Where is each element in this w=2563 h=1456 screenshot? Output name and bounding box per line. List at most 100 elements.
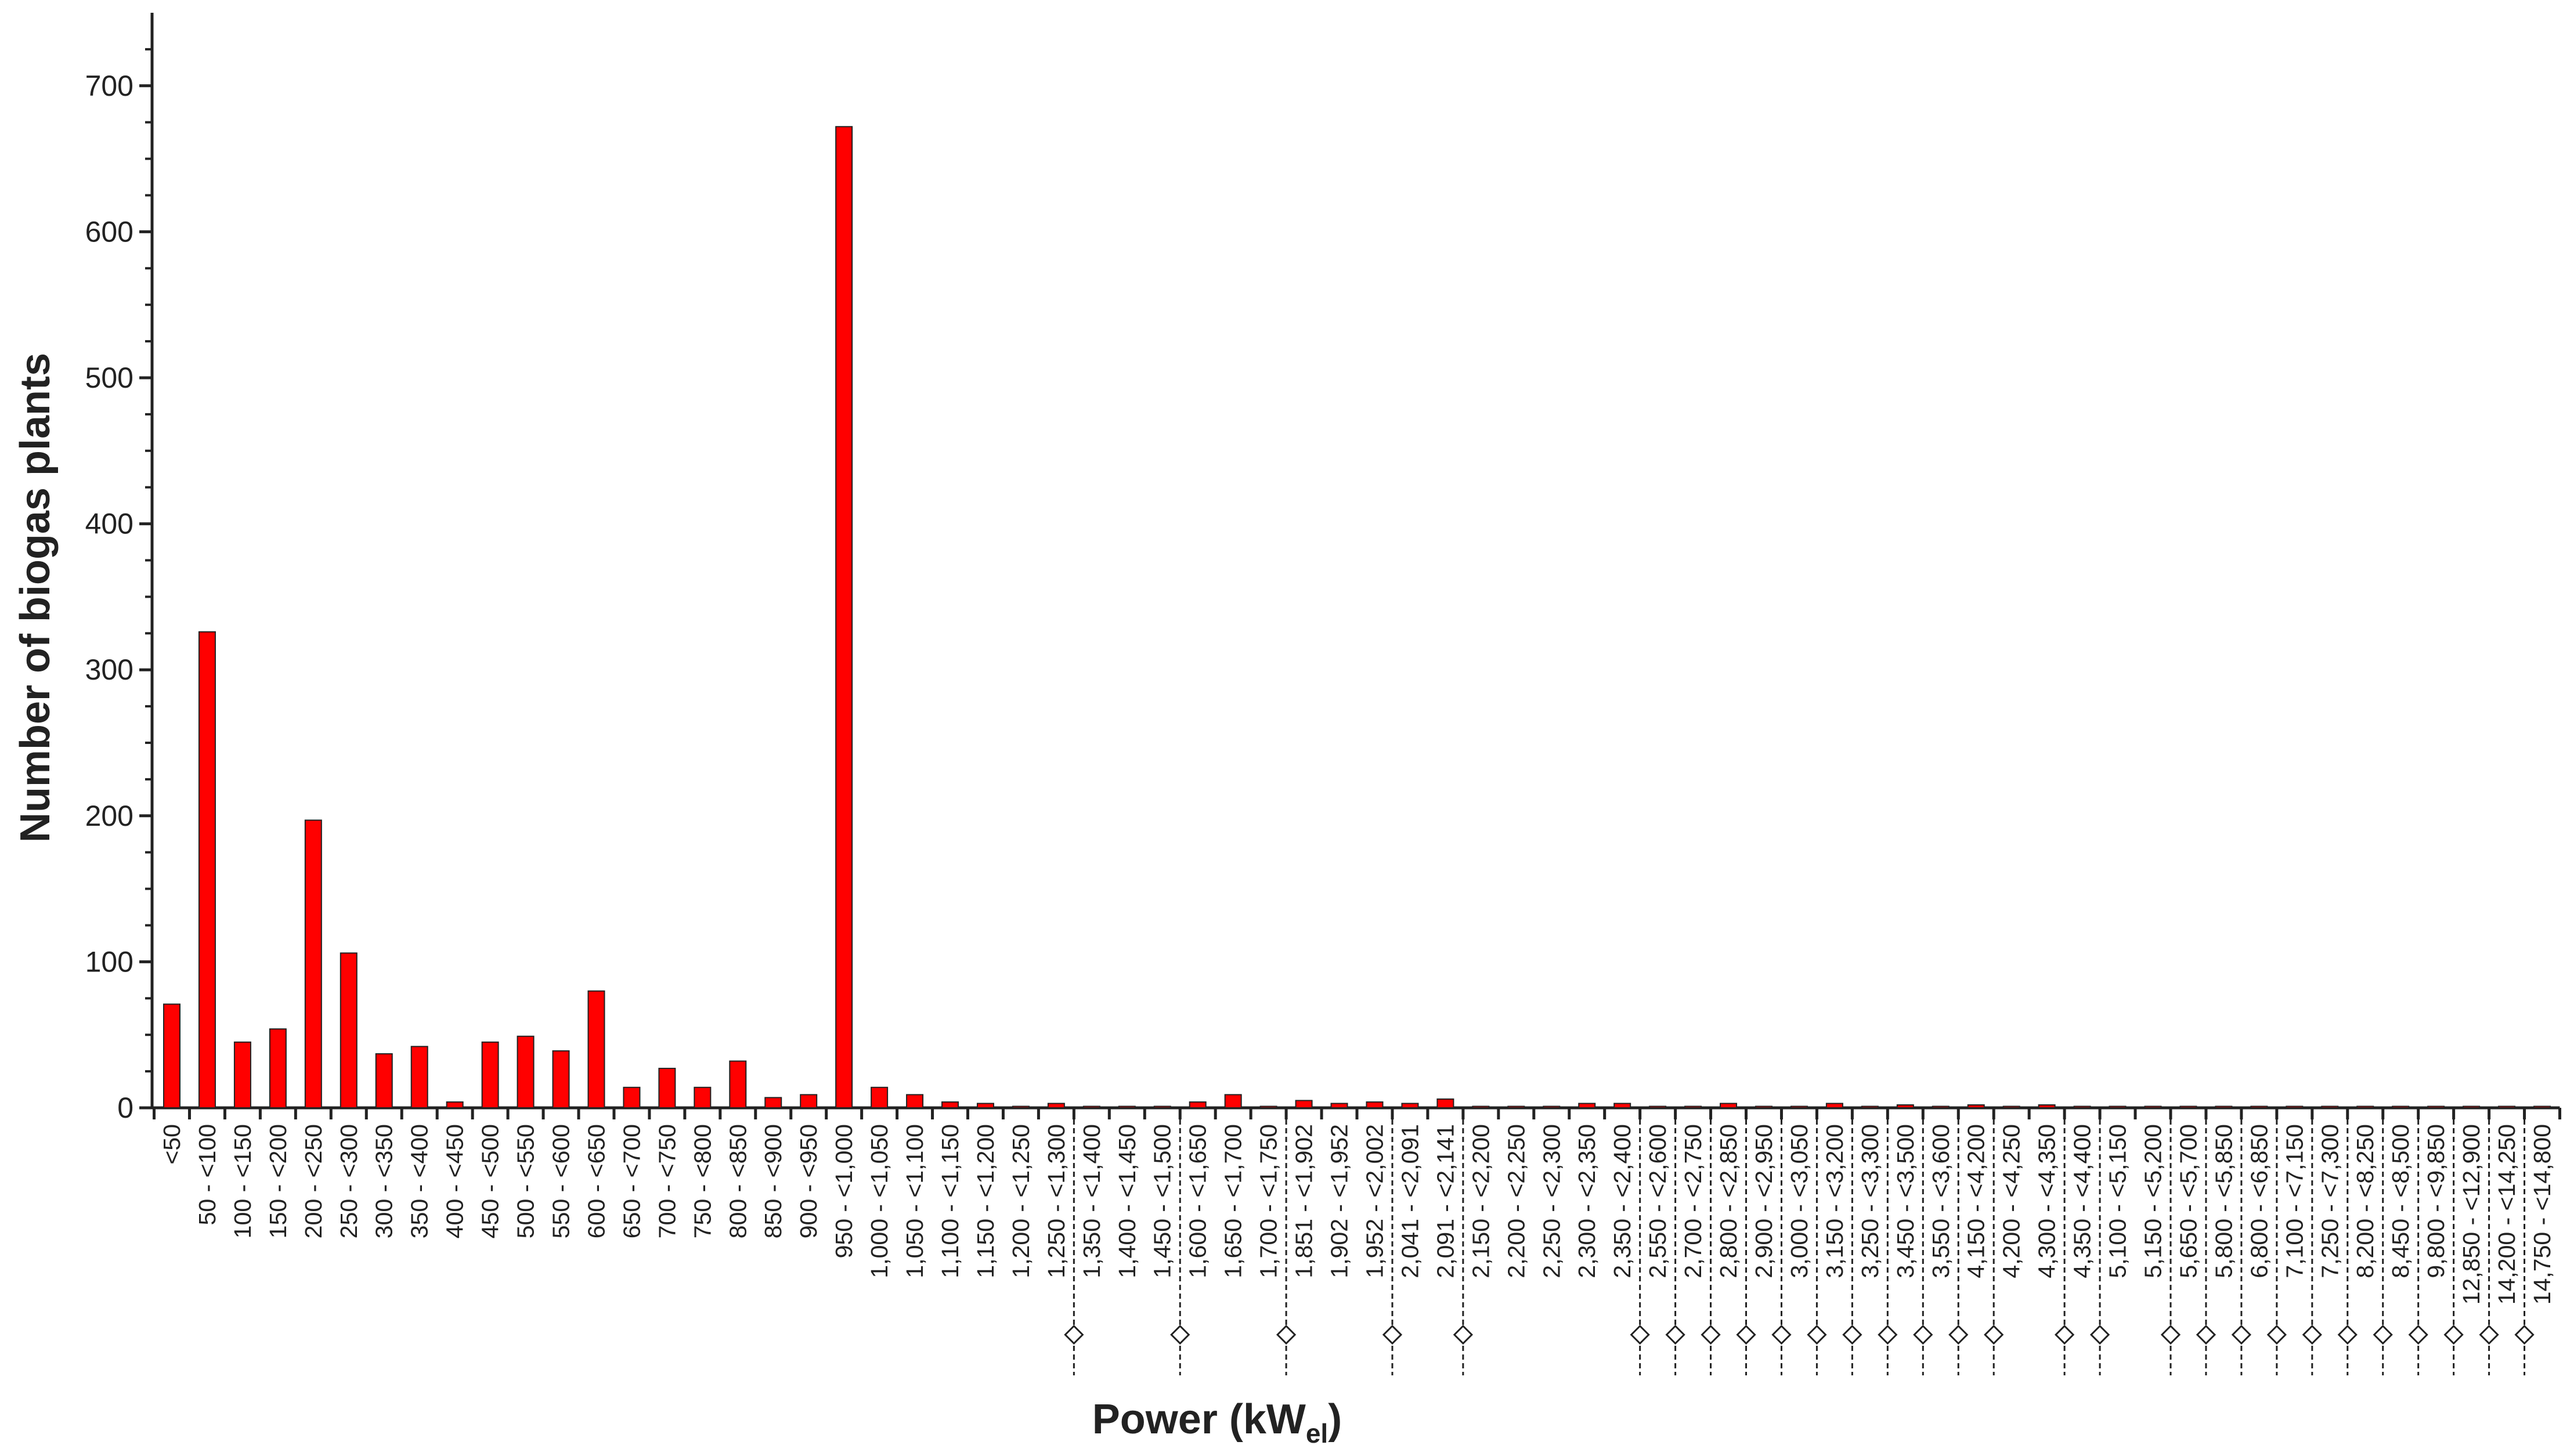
bar (941, 1101, 959, 1109)
axis-break-marker (2443, 1324, 2464, 1345)
bar (2144, 1105, 2162, 1109)
axis-break-marker (2196, 1324, 2217, 1345)
bar (1932, 1105, 1950, 1109)
axis-break-marker (2479, 1324, 2499, 1345)
y-tick-label: 0 (117, 1092, 133, 1124)
x-tick-label: 3,150 - <3,200 (1821, 1124, 1848, 1278)
x-tick-label: 2,150 - <2,200 (1467, 1124, 1494, 1278)
bar (2533, 1105, 2551, 1109)
y-tick-label: 500 (85, 362, 133, 394)
x-tick-label: 1,851 - <1,902 (1291, 1124, 1317, 1278)
axis-break-marker (2160, 1324, 2181, 1345)
x-tick-label: 1,600 - <1,650 (1185, 1124, 1211, 1278)
x-tick-label: 1,350 - <1,400 (1078, 1124, 1105, 1278)
x-tick-label: 5,150 - <5,200 (2139, 1124, 2166, 1278)
axis-break-marker (1276, 1324, 1297, 1345)
bar (835, 126, 853, 1108)
bar (410, 1046, 428, 1108)
axis-break-marker (1064, 1324, 1084, 1345)
x-axis-title-subscript: el (1306, 1418, 1328, 1448)
axis-break-marker (2054, 1324, 2075, 1345)
x-axis-title-end: ) (1328, 1396, 1342, 1443)
x-tick-label: 1,150 - <1,200 (972, 1124, 999, 1278)
x-tick-label: 750 - <800 (689, 1124, 716, 1238)
x-tick-label: 2,091 - <2,141 (1432, 1124, 1459, 1278)
bar (2073, 1105, 2091, 1109)
bar (1507, 1105, 1525, 1109)
y-axis: 0 100 200 300 400 500 600 700 (85, 13, 154, 1124)
x-tick-label: 700 - <750 (654, 1124, 680, 1238)
x-axis (152, 1106, 2561, 1119)
x-tick-label: 12,850 - <12,900 (2458, 1124, 2485, 1305)
y-tick-label: 600 (85, 215, 133, 248)
bar (1720, 1103, 1738, 1109)
x-tick-label: <50 (158, 1124, 185, 1165)
x-tick-label: 3,450 - <3,500 (1892, 1124, 1919, 1278)
bar (2109, 1105, 2127, 1109)
bar (269, 1028, 287, 1108)
x-tick-label: 2,900 - <2,950 (1750, 1124, 1777, 1278)
bar (729, 1060, 747, 1109)
x-tick-label: 3,550 - <3,600 (1927, 1124, 1954, 1278)
bar (764, 1097, 782, 1108)
axis-break-marker (1807, 1324, 1827, 1345)
x-tick-label: 7,250 - <7,300 (2316, 1124, 2343, 1278)
x-tick-label: 1,902 - <1,952 (1326, 1124, 1353, 1278)
axis-break-marker (1878, 1324, 1898, 1345)
x-tick-label: 200 - <250 (300, 1124, 327, 1238)
bar (1649, 1105, 1667, 1109)
x-tick-label: 1,700 - <1,750 (1255, 1124, 1282, 1278)
bar (1578, 1103, 1596, 1109)
bar (1861, 1105, 1879, 1109)
x-tick-label: 1,100 - <1,150 (937, 1124, 963, 1278)
x-tick-label: 14,750 - <14,800 (2529, 1124, 2555, 1305)
bar (1436, 1098, 1454, 1109)
x-tick-label: 1,200 - <1,250 (1008, 1124, 1034, 1278)
y-tick-label: 700 (85, 70, 133, 102)
bar (1790, 1105, 1808, 1109)
axis-break-marker (1701, 1324, 1721, 1345)
x-tick-label: 800 - <850 (724, 1124, 751, 1238)
x-axis-title: Power (kWel) (1092, 1396, 1342, 1448)
bar (304, 819, 322, 1109)
y-axis-title: Number of biogas plants (12, 353, 59, 843)
x-tick-label: 4,300 - <4,350 (2034, 1124, 2060, 1278)
bar (1082, 1105, 1100, 1109)
bar (1259, 1105, 1277, 1109)
axis-breaks (1064, 1119, 2535, 1375)
axis-break-marker (1771, 1324, 1792, 1345)
bar (623, 1086, 641, 1108)
y-tick-label: 400 (85, 508, 133, 540)
bar (481, 1041, 499, 1109)
bar (976, 1103, 994, 1109)
axis-break-marker (2089, 1324, 2110, 1345)
bar (2463, 1105, 2481, 1109)
x-tick-label: 2,800 - <2,850 (1715, 1124, 1742, 1278)
x-tick-label: 1,952 - <2,002 (1361, 1124, 1388, 1278)
bar (446, 1101, 464, 1109)
x-tick-label: 2,350 - <2,400 (1609, 1124, 1636, 1278)
x-tick-label: 150 - <200 (265, 1124, 291, 1238)
x-tick-label: 8,200 - <8,250 (2352, 1124, 2378, 1278)
x-tick-label: 300 - <350 (371, 1124, 398, 1238)
bar (2002, 1105, 2020, 1109)
x-tick-label: 2,550 - <2,600 (1644, 1124, 1671, 1278)
x-tick-label: 900 - <950 (795, 1124, 822, 1238)
axis-break-marker (1736, 1324, 1756, 1345)
bar (1366, 1101, 1384, 1109)
bar (2498, 1105, 2516, 1109)
bar (658, 1068, 676, 1108)
bar (2179, 1105, 2197, 1109)
bar (1755, 1105, 1773, 1109)
y-tick-label: 200 (85, 800, 133, 832)
bar (1613, 1103, 1631, 1109)
x-tick-label: 600 - <650 (583, 1124, 609, 1238)
bar (1189, 1101, 1207, 1109)
axis-break-marker (1382, 1324, 1403, 1345)
x-axis-title-main: Power (kW (1092, 1396, 1306, 1443)
bar (233, 1041, 251, 1109)
bar (1224, 1094, 1242, 1108)
axis-break-marker (2266, 1324, 2287, 1345)
bar (1543, 1105, 1561, 1109)
x-tick-label: 3,250 - <3,300 (1857, 1124, 1883, 1278)
